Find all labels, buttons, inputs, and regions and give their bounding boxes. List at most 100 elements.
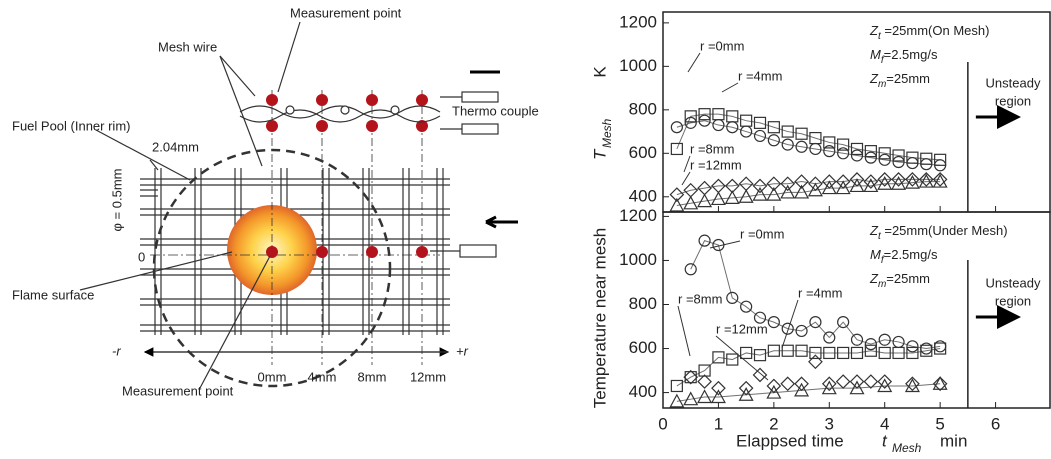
label: 0mm: [258, 369, 287, 384]
label: Flame surface: [12, 287, 94, 302]
mesh-wave: [240, 110, 440, 122]
diagram-line: [220, 56, 255, 96]
schematic: [80, 22, 518, 388]
y-tick-label: 600: [629, 338, 657, 357]
y-tick-label: 1200: [619, 12, 657, 31]
y-tick-label: 400: [629, 382, 657, 401]
label: Fuel Pool (Inner rim): [12, 118, 130, 133]
y-tick-label: 600: [629, 143, 657, 162]
y-symbol: T: [590, 148, 609, 160]
cond-symbol: M: [870, 247, 881, 262]
measurement-dot: [366, 246, 378, 258]
data-point: [837, 375, 850, 388]
condition: Zt =25mm(Under Mesh): [869, 223, 1008, 241]
x-symbol: t: [882, 431, 888, 450]
boundary-label: region: [995, 93, 1031, 108]
measurement-dot: [316, 94, 328, 106]
label: Thermo couple: [452, 103, 539, 118]
cond-text: =2.5mg/s: [884, 47, 938, 62]
label: Measurement point: [122, 383, 234, 398]
measurement-dot: [366, 120, 378, 132]
thermo-junction: [341, 106, 349, 114]
leader-line: [722, 83, 738, 92]
thermocouple: [462, 124, 498, 134]
measurement-dot: [266, 94, 278, 106]
label: 4mm: [308, 369, 337, 384]
series-label: r =12mm: [716, 321, 768, 336]
data-point: [934, 377, 947, 389]
label: 12mm: [410, 369, 446, 384]
series-label: r =8mm: [690, 141, 734, 156]
label: 2.04mm: [152, 139, 199, 154]
condition: Mf=2.5mg/s: [870, 47, 938, 65]
thermo-junction: [286, 106, 294, 114]
y-tick-label: 1000: [619, 56, 657, 75]
y-tick-label: 800: [629, 294, 657, 313]
cond-symbol: M: [870, 47, 881, 62]
measurement-dot: [416, 94, 428, 106]
series-label: r =12mm: [690, 157, 742, 172]
cond-text: =25mm(Under Mesh): [881, 223, 1008, 238]
cond-text: =25mm: [886, 71, 930, 86]
measurement-dot: [416, 246, 428, 258]
plot-frame: [663, 212, 1050, 408]
label: 8mm: [358, 369, 387, 384]
diagram-labels: Mesh wire Measurement point Thermo coupl…: [12, 5, 539, 398]
thermocouple: [462, 92, 498, 102]
series-label: r =4mm: [798, 285, 842, 300]
diagram-line: [80, 252, 232, 290]
y-tick-label: 400: [629, 186, 657, 205]
thermo-junction: [391, 106, 399, 114]
condition: Zm=25mm: [869, 71, 930, 89]
diagram-line: [278, 22, 300, 92]
condition: Zm=25mm: [869, 271, 930, 289]
label: -r: [112, 343, 121, 358]
boundary-label: Unsteady: [986, 75, 1041, 90]
x-tick-label: 6: [991, 414, 1000, 433]
label: +r: [456, 343, 469, 358]
cond-text: =2.5mg/s: [884, 247, 938, 262]
arrow: [486, 217, 518, 227]
y-tick-label: 1200: [619, 206, 657, 225]
series-label: r =8mm: [678, 291, 722, 306]
x-tick-label: 5: [935, 414, 944, 433]
data-point: [781, 377, 794, 390]
data-point: [754, 368, 767, 381]
y-axis-title: Temperature near mesh: [590, 228, 609, 408]
page: {"diagram": { "mesh_wire": "Mesh wire", …: [0, 0, 1051, 459]
x-axis-title: Elappsed time: [736, 431, 844, 450]
measurement-dot: [316, 120, 328, 132]
data-point: [809, 355, 822, 368]
y-unit: K: [590, 66, 609, 78]
cond-text: =25mm: [886, 271, 930, 286]
charts: 400 600 800 1000 1200 Zt =25mm(On Mesh) Mf=2.5…: [619, 12, 1050, 433]
label: Measurement point: [290, 5, 402, 20]
chart-panel: 400 600 800 1000 1200 0 1 2 3 4 5 6 Zt =25mm(Under M…: [619, 206, 1050, 434]
x-tick-label: 0: [658, 414, 667, 433]
measurement-dot: [366, 94, 378, 106]
label: φ = 0.5mm: [109, 169, 124, 232]
data-point: [864, 375, 877, 388]
x-unit: min: [940, 431, 967, 450]
series-label: r =0mm: [700, 38, 744, 53]
fit-line: [677, 182, 940, 206]
y-tick-label: 1000: [619, 250, 657, 269]
fit-line: [677, 349, 940, 386]
series-label: r =4mm: [738, 68, 782, 83]
condition: Zt =25mm(On Mesh): [869, 23, 989, 41]
x-tick-label: 4: [880, 414, 889, 433]
measurement-dot: [266, 120, 278, 132]
y-axis-symbol: T Mesh: [590, 118, 614, 160]
cond-text: =25mm(On Mesh): [881, 23, 990, 38]
figure: Mesh wire Measurement point Thermo coupl…: [0, 0, 1051, 454]
x-tick-label: 3: [825, 414, 834, 433]
condition: Mf=2.5mg/s: [870, 247, 938, 265]
x-symbol-sub: Mesh: [892, 441, 922, 454]
measurement-dot: [266, 246, 278, 258]
leader-line: [688, 53, 700, 72]
x-tick-label: 1: [714, 414, 723, 433]
x-tick-label: 2: [769, 414, 778, 433]
label: 0: [138, 249, 145, 264]
cond-sub: m: [878, 79, 886, 90]
y-symbol-sub: Mesh: [600, 118, 614, 148]
